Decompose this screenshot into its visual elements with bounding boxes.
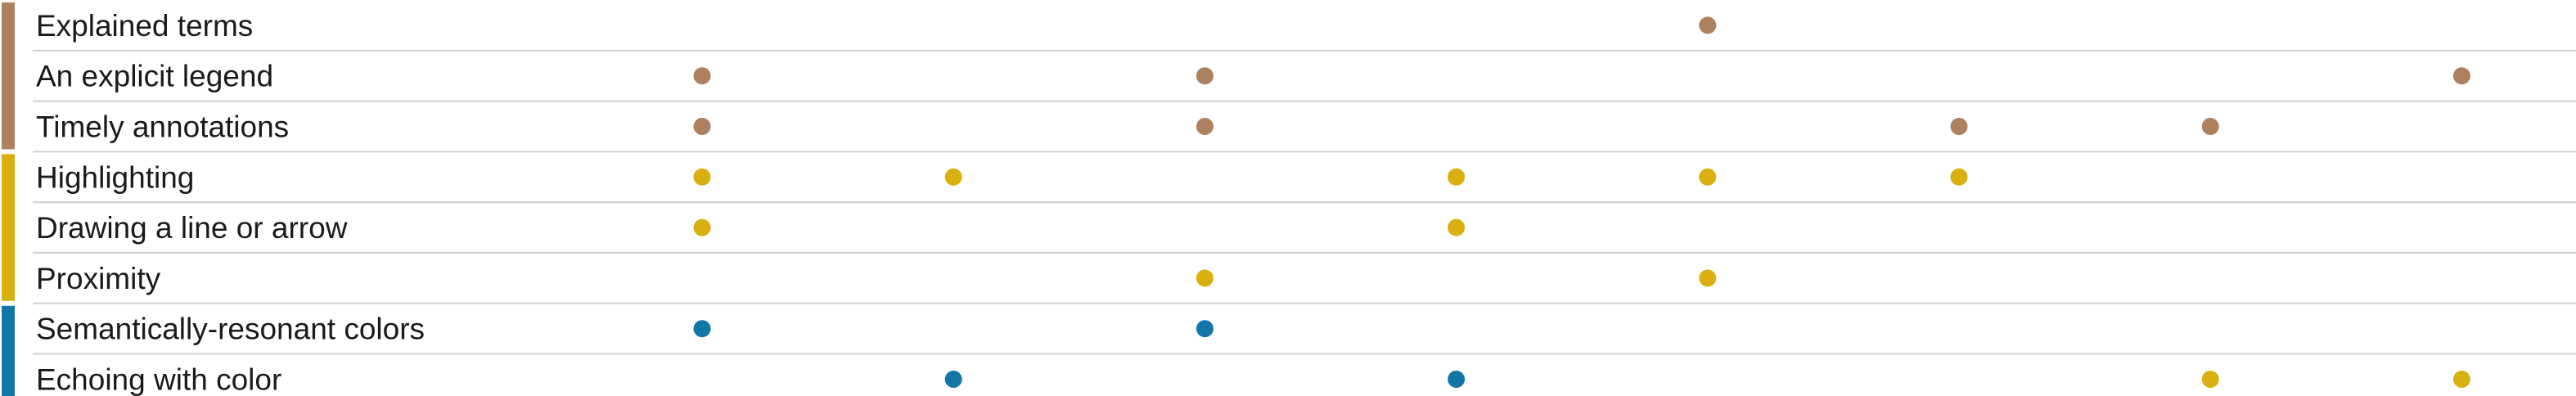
dot <box>1699 168 1717 186</box>
dots <box>693 16 2470 388</box>
dot <box>944 371 962 388</box>
dot <box>1448 218 1466 236</box>
dot <box>693 320 711 338</box>
group-bar-blue <box>2 305 15 396</box>
dot <box>1699 269 1717 287</box>
row-label: Timely annotations <box>36 110 289 144</box>
dot <box>1699 16 1717 34</box>
dot <box>1196 118 1214 135</box>
dot <box>1196 67 1214 85</box>
dot <box>693 218 711 236</box>
dot <box>1950 168 1968 186</box>
row-label: Proximity <box>36 262 161 295</box>
dot <box>2201 371 2219 388</box>
dot <box>1448 371 1466 388</box>
dot <box>2452 371 2470 388</box>
group-bars <box>2 2 15 396</box>
dot <box>1448 168 1466 186</box>
row-labels: Explained terms An explicit legend Timely … <box>36 9 425 396</box>
dot <box>2452 67 2470 85</box>
row-label: Explained terms <box>36 9 253 43</box>
dot <box>944 168 962 186</box>
dot <box>1196 269 1214 287</box>
dot <box>1196 320 1214 338</box>
dot <box>693 168 711 186</box>
row-label: Semantically-resonant colors <box>36 313 425 346</box>
dot <box>2201 118 2219 135</box>
dot <box>1950 118 1968 135</box>
row-label: Echoing with color <box>36 363 281 396</box>
group-bar-yellow <box>2 154 15 301</box>
group-bar-brown <box>2 2 15 150</box>
row-dividers <box>33 49 2576 355</box>
dot <box>693 67 711 85</box>
row-label: Highlighting <box>36 160 194 194</box>
row-label: Drawing a line or arrow <box>36 211 348 245</box>
dot <box>693 118 711 135</box>
row-label: An explicit legend <box>36 60 273 93</box>
